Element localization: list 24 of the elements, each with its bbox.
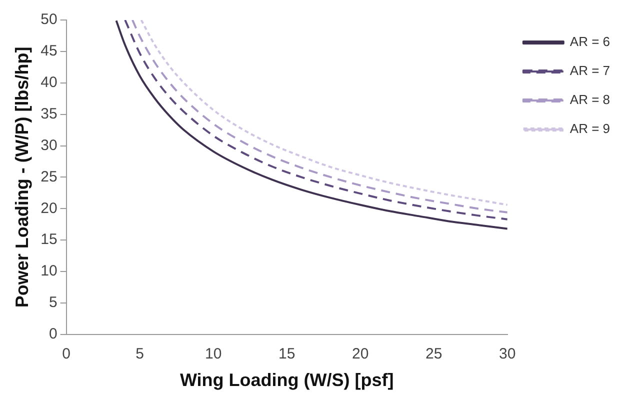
y-axis-title: Power Loading - (W/P) [lbs/hp] (12, 46, 32, 308)
legend-label: AR = 7 (570, 63, 610, 78)
x-tick-label: 10 (204, 346, 222, 363)
y-tick-label: 35 (40, 105, 58, 122)
y-tick-label: 5 (48, 294, 58, 312)
legend-label: AR = 6 (570, 34, 610, 50)
y-tick-label: 30 (40, 136, 58, 154)
x-tick-label: 25 (426, 346, 442, 363)
y-tick-label: 25 (40, 168, 58, 186)
y-tick-label: 40 (40, 74, 58, 92)
x-tick-label: 20 (352, 346, 369, 363)
x-tick-label: 15 (278, 346, 296, 363)
y-tick-label: 20 (40, 200, 58, 217)
y-tick-label: 0 (48, 326, 58, 343)
y-tick-label: 45 (40, 42, 58, 60)
y-tick-label: 10 (40, 262, 58, 280)
x-tick-label: 5 (136, 346, 144, 363)
x-tick-label: 0 (62, 346, 70, 363)
legend-label: AR = 8 (570, 92, 610, 108)
legend-label: AR = 9 (570, 121, 610, 136)
y-tick-label: 15 (40, 231, 58, 248)
x-tick-label: 30 (499, 346, 516, 363)
x-axis-title: Wing Loading (W/S) [psf] (180, 370, 394, 390)
y-tick-label: 50 (40, 11, 58, 28)
